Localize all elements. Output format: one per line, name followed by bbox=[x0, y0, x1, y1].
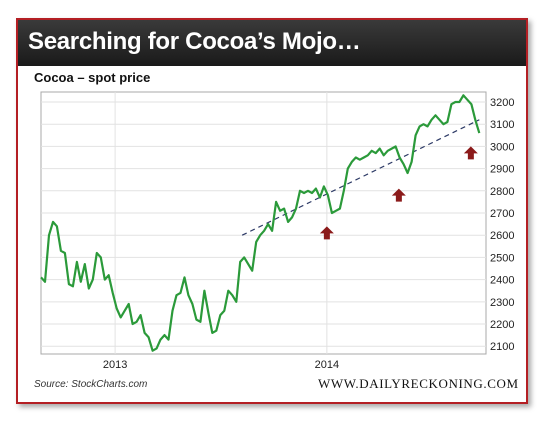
y-tick-label: 2100 bbox=[490, 341, 514, 353]
y-tick-label: 2400 bbox=[490, 275, 514, 287]
chart-title: Cocoa – spot price bbox=[34, 70, 151, 85]
price-series-line bbox=[40, 94, 481, 352]
y-tick-label: 3100 bbox=[490, 119, 514, 131]
y-tick-label: 2500 bbox=[490, 252, 514, 264]
y-tick-label: 2600 bbox=[490, 230, 514, 242]
trend-line bbox=[241, 119, 480, 236]
y-tick-label: 2800 bbox=[490, 186, 514, 198]
banner: Searching for Cocoa’s Mojo… bbox=[18, 20, 526, 66]
banner-title: Searching for Cocoa’s Mojo… bbox=[28, 28, 361, 55]
x-tick-label: 2013 bbox=[103, 359, 127, 371]
y-tick-label: 3200 bbox=[490, 97, 514, 109]
source-note: Source: StockCharts.com bbox=[34, 379, 148, 390]
x-tick-label: 2014 bbox=[315, 359, 339, 371]
y-tick-label: 2900 bbox=[490, 164, 514, 176]
up-arrow-icon bbox=[391, 188, 406, 202]
brand-url: WWW.DAILYRECKONING.COM bbox=[318, 376, 519, 391]
y-tick-label: 2200 bbox=[490, 319, 514, 331]
chart-svg: 2100 2200 2300 2400 2500 2600 2700 2800 2900 3000… bbox=[40, 91, 514, 371]
up-arrow-icon bbox=[463, 146, 478, 160]
y-tick-label: 2300 bbox=[490, 297, 514, 309]
y-tick-label: 3000 bbox=[490, 141, 514, 153]
chart-card: Searching for Cocoa’s Mojo… Cocoa – spot… bbox=[16, 18, 528, 404]
up-arrow-icon bbox=[319, 226, 334, 240]
plot-area bbox=[40, 91, 487, 355]
y-tick-label: 2700 bbox=[490, 208, 514, 220]
